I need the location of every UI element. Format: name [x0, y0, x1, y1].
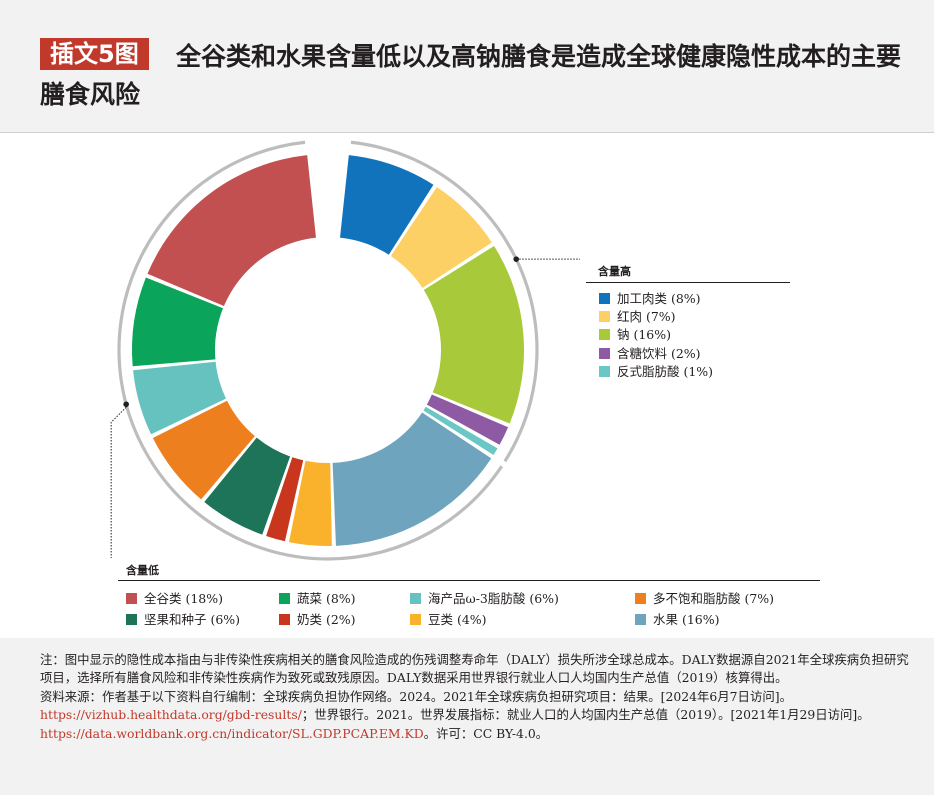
- legend-item-水果: 水果 (16%): [635, 612, 720, 628]
- legend-item-蔬菜: 蔬菜 (8%): [279, 591, 356, 607]
- slice-豆类: [288, 460, 332, 546]
- slice-加工肉类: [340, 155, 434, 255]
- legend-high-title: 含量高: [598, 265, 631, 278]
- legend-item-红肉: 红肉 (7%): [599, 309, 676, 325]
- slice-全谷类: [147, 155, 316, 307]
- legend-item-多不饱和脂肪酸: 多不饱和脂肪酸 (7%): [635, 591, 774, 607]
- figure-title: 全谷类和水果含量低以及高钠膳食是造成全球健康隐性成本的主要膳食风险: [40, 42, 902, 109]
- legend-swatch: [599, 365, 610, 377]
- legend-item-加工肉类: 加工肉类 (8%): [599, 291, 701, 307]
- legend-item-海产品ω-3脂肪酸: 海产品ω-3脂肪酸 (6%): [410, 591, 559, 607]
- legend-swatch: [410, 614, 421, 625]
- legend-label: 含糖饮料 (2%): [617, 345, 701, 361]
- slice-海产品ω-3脂肪酸: [133, 361, 226, 435]
- slice-多不饱和脂肪酸: [152, 400, 255, 500]
- legend-swatch: [599, 347, 610, 359]
- legend-item-奶类: 奶类 (2%): [279, 612, 356, 628]
- legend-swatch: [635, 593, 646, 604]
- slice-坚果和种子: [204, 437, 291, 535]
- slice-含糖饮料: [426, 394, 509, 445]
- source-part-b: ；世界银行。2021。世界发展指标：就业人口的人均国内生产总值（2019）。[2…: [301, 707, 870, 723]
- chart-area: 含量高 含量低 加工肉类 (8%) 红肉 (7%) 钠 (16%) 含糖饮料 (2%)…: [0, 133, 934, 638]
- source-part-a: 资料来源：作者基于以下资料自行编制：全球疾病负担协作网络。2024。2021年全…: [40, 688, 792, 704]
- legend-swatch: [279, 614, 290, 625]
- legend-swatch: [599, 329, 610, 341]
- legend-low-rule: [118, 580, 820, 581]
- legend-item-钠: 钠 (16%): [599, 327, 671, 343]
- legend-high-rule: [586, 282, 790, 283]
- legend-swatch: [599, 293, 610, 304]
- legend-swatch: [279, 593, 290, 604]
- legend-label: 反式脂肪酸 (1%): [617, 363, 714, 379]
- legend-item-含糖饮料: 含糖饮料 (2%): [599, 346, 701, 362]
- slice-蔬菜: [132, 277, 224, 367]
- legend-label: 坚果和种子 (6%): [144, 612, 241, 627]
- legend-swatch: [599, 311, 610, 323]
- slice-奶类: [266, 457, 304, 542]
- legend-label: 红肉 (7%): [617, 309, 676, 325]
- link-gbd-results[interactable]: https://vizhub.healthdata.org/gbd-result…: [40, 707, 302, 723]
- legend-label: 海产品ω-3脂肪酸 (6%): [428, 591, 559, 606]
- legend-label: 奶类 (2%): [297, 612, 356, 627]
- slice-反式脂肪酸: [423, 406, 498, 455]
- slice-红肉: [390, 187, 492, 289]
- legend-label: 蔬菜 (8%): [297, 591, 356, 606]
- donut-chart: [110, 140, 580, 561]
- figure-notes: 注：图中显示的隐性成本指由与非传染性疾病相关的膳食风险造成的伤残调整寿命年（DA…: [40, 651, 910, 743]
- bracket-low: [117, 140, 504, 561]
- legend-item-豆类: 豆类 (4%): [410, 612, 487, 628]
- legend-label: 钠 (16%): [617, 327, 672, 343]
- legend-swatch: [126, 614, 137, 625]
- leader-dot-low: [123, 401, 129, 408]
- legend-item-坚果和种子: 坚果和种子 (6%): [126, 612, 240, 628]
- source-text: 资料来源：作者基于以下资料自行编制：全球疾病负担协作网络。2024。2021年全…: [40, 688, 910, 743]
- legend-swatch: [410, 593, 421, 604]
- note-text: 注：图中显示的隐性成本指由与非传染性疾病相关的膳食风险造成的伤残调整寿命年（DA…: [40, 652, 909, 686]
- legend-swatch: [126, 593, 137, 604]
- figure-header: 全谷类和水果含量低以及高钠膳食是造成全球健康隐性成本的主要膳食风险 插文5图: [0, 0, 934, 133]
- leader-dot-high: [513, 256, 520, 262]
- legend-swatch: [635, 614, 646, 625]
- legend-item-全谷类: 全谷类 (18%): [126, 591, 223, 607]
- legend-low-title: 含量低: [126, 564, 159, 577]
- legend-label: 全谷类 (18%): [144, 591, 224, 606]
- legend-item-反式脂肪酸: 反式脂肪酸 (1%): [599, 364, 713, 380]
- slice-钠: [423, 245, 524, 424]
- link-worldbank[interactable]: https://data.worldbank.org.cn/indicator/…: [40, 725, 424, 741]
- leader-line-low: [110, 406, 127, 558]
- figure-tag: 插文5图: [40, 38, 149, 70]
- legend-label: 豆类 (4%): [428, 612, 487, 627]
- legend-label: 多不饱和脂肪酸 (7%): [653, 591, 775, 606]
- legend-label: 水果 (16%): [653, 612, 720, 627]
- legend-label: 加工肉类 (8%): [617, 291, 701, 306]
- slice-水果: [332, 412, 492, 546]
- source-part-c: 。许可：CC BY-4.0。: [423, 725, 549, 741]
